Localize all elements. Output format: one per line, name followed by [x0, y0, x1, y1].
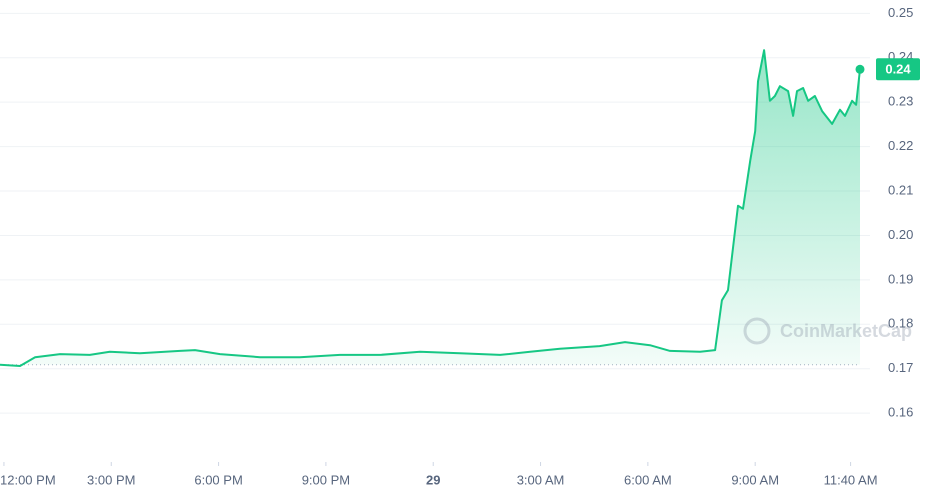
y-tick-label: 0.18 [888, 316, 913, 331]
y-tick-label: 0.21 [888, 182, 913, 197]
x-tick-label: 6:00 PM [194, 472, 242, 487]
y-tick-label: 0.19 [888, 271, 913, 286]
price-badge-label: 0.24 [885, 62, 911, 77]
price-badge [876, 58, 920, 81]
x-tick-label: 6:00 AM [624, 472, 672, 487]
price-area [0, 50, 860, 366]
last-price-dot [855, 64, 865, 74]
watermark: CoinMarketCap [743, 317, 912, 345]
y-tick-label: 0.25 [888, 5, 913, 20]
y-tick-label: 0.17 [888, 360, 913, 375]
y-tick-label: 0.16 [888, 405, 913, 420]
watermark-text: CoinMarketCap [780, 321, 912, 341]
x-tick-label: 12:00 PM [0, 472, 56, 487]
y-tick-label: 0.20 [888, 227, 913, 242]
price-line [0, 49, 861, 367]
y-tick-label: 0.23 [888, 94, 913, 109]
x-tick-label: 3:00 PM [87, 472, 135, 487]
x-tick-label: 9:00 AM [731, 472, 779, 487]
x-tick-label: 3:00 AM [517, 472, 565, 487]
y-tick-label: 0.22 [888, 138, 913, 153]
plot-layer [0, 12, 870, 466]
x-tick-label: 9:00 PM [302, 472, 350, 487]
x-tick-label: 11:40 AM [824, 472, 878, 487]
x-tick-label: 29 [426, 472, 440, 487]
